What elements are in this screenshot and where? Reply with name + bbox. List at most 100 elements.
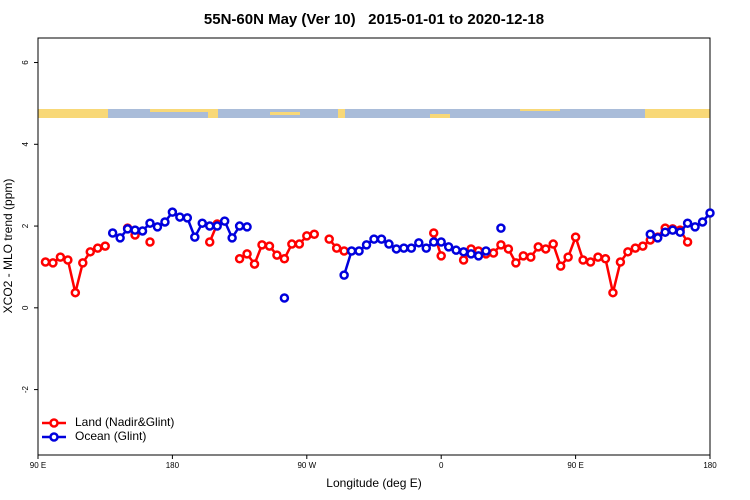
series-line [45, 244, 106, 294]
legend-label: Land (Nadir&Glint) [75, 415, 174, 429]
point [667, 225, 678, 235]
point [197, 218, 208, 228]
point [107, 228, 118, 238]
point [376, 234, 387, 244]
land-band [430, 114, 450, 118]
point [570, 232, 581, 242]
point [55, 252, 66, 262]
point [638, 241, 648, 251]
point [242, 222, 252, 232]
point [63, 255, 73, 265]
legend: Land (Nadir&Glint)Ocean (Glint) [42, 415, 174, 443]
point [92, 243, 103, 253]
x-tick-label: 0 [439, 461, 444, 470]
point [48, 258, 58, 268]
land-band [270, 112, 300, 115]
point [145, 218, 155, 228]
point [473, 251, 484, 261]
point [100, 241, 110, 251]
point [85, 247, 96, 257]
point [115, 233, 125, 243]
point [78, 258, 88, 268]
chart-title: 55N-60N May (Ver 10) 2015-01-01 to 2020-… [204, 11, 544, 28]
point [533, 242, 544, 252]
point [630, 243, 641, 253]
point [287, 239, 297, 249]
point [145, 237, 155, 247]
point [272, 250, 282, 260]
point [234, 221, 245, 231]
point [130, 225, 140, 235]
point [391, 244, 402, 254]
point [190, 232, 200, 242]
point [234, 254, 245, 264]
point [608, 287, 618, 298]
land-band [150, 109, 210, 112]
x-tick-label: 90 E [567, 461, 583, 470]
land-band [520, 109, 560, 111]
point [414, 238, 424, 248]
point [399, 243, 409, 253]
point [175, 212, 185, 222]
point [615, 257, 626, 267]
point [339, 246, 349, 256]
point [548, 239, 558, 249]
legend-marker [49, 418, 59, 428]
point [540, 244, 551, 254]
point [137, 226, 148, 236]
point [496, 240, 506, 250]
point [152, 222, 163, 232]
point [294, 239, 305, 249]
point [488, 248, 499, 258]
plot-frame [37, 37, 711, 456]
point [324, 234, 334, 244]
point [406, 243, 417, 253]
x-tick-label: 90 W [297, 461, 316, 470]
point [70, 287, 81, 298]
point [249, 259, 260, 269]
point [526, 252, 536, 262]
y-tick-label: 4 [21, 142, 30, 147]
point [302, 231, 312, 241]
y-tick-label: 2 [21, 223, 30, 228]
point [600, 254, 611, 264]
y-tick-label: 6 [21, 60, 30, 65]
point [458, 247, 469, 257]
point [451, 245, 461, 255]
point [212, 221, 222, 231]
y-axis-label: XCO2 - MLO trend (ppm) [1, 179, 15, 314]
point [623, 247, 633, 257]
point [466, 249, 476, 259]
point [428, 237, 439, 247]
point [346, 246, 357, 256]
x-axis-label: Longitude (deg E) [326, 476, 421, 490]
x-tick-label: 180 [703, 461, 717, 470]
point [645, 229, 656, 239]
point [204, 237, 215, 247]
point [339, 270, 349, 280]
ocean-band [108, 109, 208, 118]
legend-label: Ocean (Glint) [75, 429, 146, 443]
point [428, 228, 439, 238]
legend-marker [49, 432, 59, 442]
map-band [38, 109, 710, 118]
point [331, 243, 342, 253]
point [257, 240, 267, 250]
x-tick-label: 180 [166, 461, 180, 470]
point [309, 229, 320, 239]
point [361, 240, 372, 250]
point [436, 237, 446, 247]
point [578, 255, 588, 265]
point [518, 251, 529, 261]
point [421, 243, 432, 253]
point [227, 233, 237, 243]
point [354, 246, 364, 256]
point [458, 255, 469, 265]
point [167, 207, 178, 217]
point [384, 239, 394, 249]
point [264, 241, 275, 251]
point [690, 222, 700, 232]
point [279, 293, 290, 303]
point [682, 237, 693, 247]
